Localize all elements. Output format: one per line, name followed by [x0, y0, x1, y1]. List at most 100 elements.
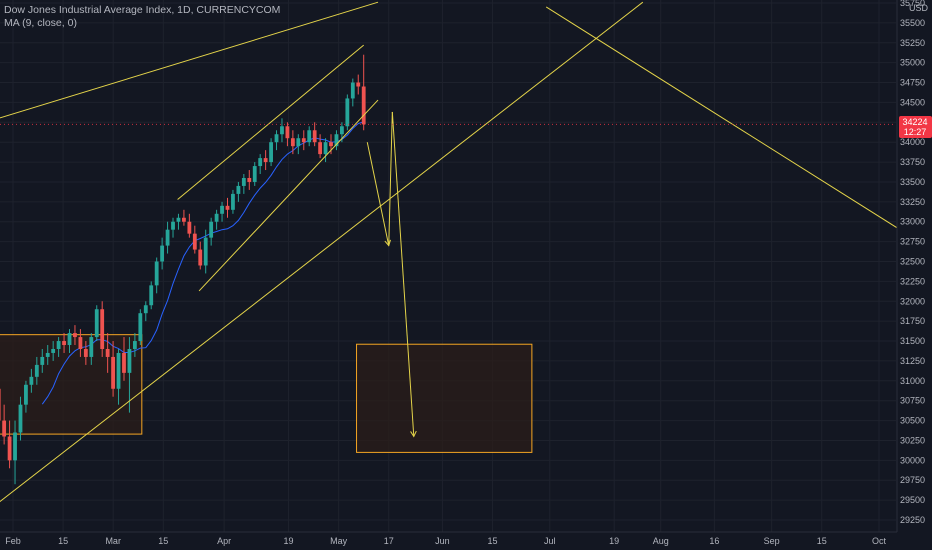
candle-body: [67, 333, 72, 346]
candle-body: [269, 142, 273, 163]
trend-lines[interactable]: [0, 1, 932, 530]
candle-body: [138, 313, 143, 342]
candle-body: [83, 348, 88, 357]
candle-body: [350, 82, 355, 99]
trend-line[interactable]: [0, 1, 644, 530]
time-tick-label: 15: [817, 536, 827, 546]
candle-body: [73, 333, 77, 338]
candle-body: [154, 261, 159, 286]
price-tick-label: 33000: [900, 217, 925, 227]
candle-body: [203, 237, 208, 266]
price-tick-label: 31250: [900, 356, 925, 366]
price-tick-label: 30500: [900, 416, 925, 426]
candle-body: [51, 348, 56, 353]
time-tick-label: 19: [284, 536, 294, 546]
trend-line[interactable]: [545, 6, 932, 262]
candle-body: [258, 158, 263, 167]
time-axis-labels: Feb 15 Mar 15 Apr 19 May 17 Jun 15 Jul 19 Aug 16 Sep 15…: [5, 536, 886, 546]
time-tick-label: 15: [58, 536, 68, 546]
candle-body: [171, 221, 175, 230]
candle-body: [187, 221, 192, 234]
candle-body: [62, 341, 66, 346]
candle-body: [29, 376, 34, 385]
arrow-line[interactable]: [366, 142, 390, 246]
time-tick-label: Feb: [5, 536, 21, 546]
price-tick-label: 31750: [900, 316, 925, 326]
candle-body: [40, 356, 45, 365]
candle-body: [160, 245, 165, 262]
indicator-label[interactable]: MA (9, close, 0): [4, 17, 77, 29]
candle-body: [149, 285, 154, 306]
candle-body: [2, 420, 7, 437]
price-tick-label: 32250: [900, 276, 925, 286]
candle-body: [13, 432, 17, 461]
price-tick-label: 33500: [900, 177, 925, 187]
candle-body: [252, 166, 257, 182]
price-tick-label: 29500: [900, 495, 925, 505]
candle-body: [0, 388, 1, 421]
candle-body: [182, 217, 186, 222]
price-tick-label: 34500: [900, 97, 925, 107]
candle-body: [329, 142, 333, 147]
candle-body: [241, 177, 246, 186]
candle-body: [225, 205, 230, 210]
arrow-line[interactable]: [388, 111, 393, 246]
candle-body: [34, 364, 39, 377]
price-zone-box[interactable]: [356, 343, 533, 453]
time-tick-label: Mar: [105, 536, 121, 546]
candle-body: [78, 337, 83, 349]
candle-body: [247, 177, 252, 182]
candle-body: [122, 352, 126, 373]
candle-body: [111, 356, 115, 389]
candle-body: [231, 193, 235, 210]
candle-body: [209, 221, 214, 238]
arrow-head[interactable]: [410, 430, 417, 438]
price-tick-label: 35500: [900, 18, 925, 28]
candle-body: [89, 337, 94, 357]
price-tick-label: 32750: [900, 237, 925, 247]
candle-body: [24, 384, 28, 405]
trend-line[interactable]: [177, 44, 365, 200]
price-tick-label: 34750: [900, 78, 925, 88]
trend-line[interactable]: [198, 99, 379, 292]
price-tick-label: 32500: [900, 257, 925, 267]
trend-line[interactable]: [0, 1, 379, 144]
candle-body: [356, 82, 361, 87]
price-tick-label: 30000: [900, 455, 925, 465]
candle-body: [143, 305, 148, 314]
price-tick-label: 30250: [900, 435, 925, 445]
time-scale-background[interactable]: [0, 532, 897, 550]
candle-body: [361, 86, 366, 125]
candle-body: [127, 348, 132, 373]
candle-body: [285, 126, 290, 139]
price-scale-background[interactable]: [897, 0, 932, 550]
price-tick-label: 35250: [900, 38, 925, 48]
candle-body: [7, 436, 12, 461]
candle-body: [192, 233, 197, 250]
projection-arrows[interactable]: [366, 111, 417, 438]
candle-body: [45, 352, 50, 357]
symbol-title[interactable]: Dow Jones Industrial Average Index, 1D, …: [4, 4, 281, 16]
time-tick-label: 19: [609, 536, 619, 546]
candle-body: [100, 309, 105, 349]
price-tick-label: 29250: [900, 515, 925, 525]
time-tick-label: Oct: [872, 536, 887, 546]
candle-body: [290, 138, 295, 147]
time-tick-label: 17: [384, 536, 394, 546]
candle-body: [132, 341, 137, 349]
time-tick-label: 15: [488, 536, 498, 546]
currency-label: USD: [909, 3, 929, 13]
time-tick-label: May: [330, 536, 348, 546]
price-tick-label: 29750: [900, 475, 925, 485]
price-tick-label: 35750: [900, 0, 925, 8]
candle-body: [296, 138, 301, 147]
candle-body: [105, 348, 110, 357]
price-tick-label: 30750: [900, 396, 925, 406]
candle-body: [307, 130, 312, 143]
candle-body: [165, 229, 170, 246]
last-price-value: 34224: [902, 117, 927, 127]
arrow-line[interactable]: [391, 111, 415, 437]
time-tick-label: Jul: [544, 536, 556, 546]
candle-body: [323, 142, 328, 155]
